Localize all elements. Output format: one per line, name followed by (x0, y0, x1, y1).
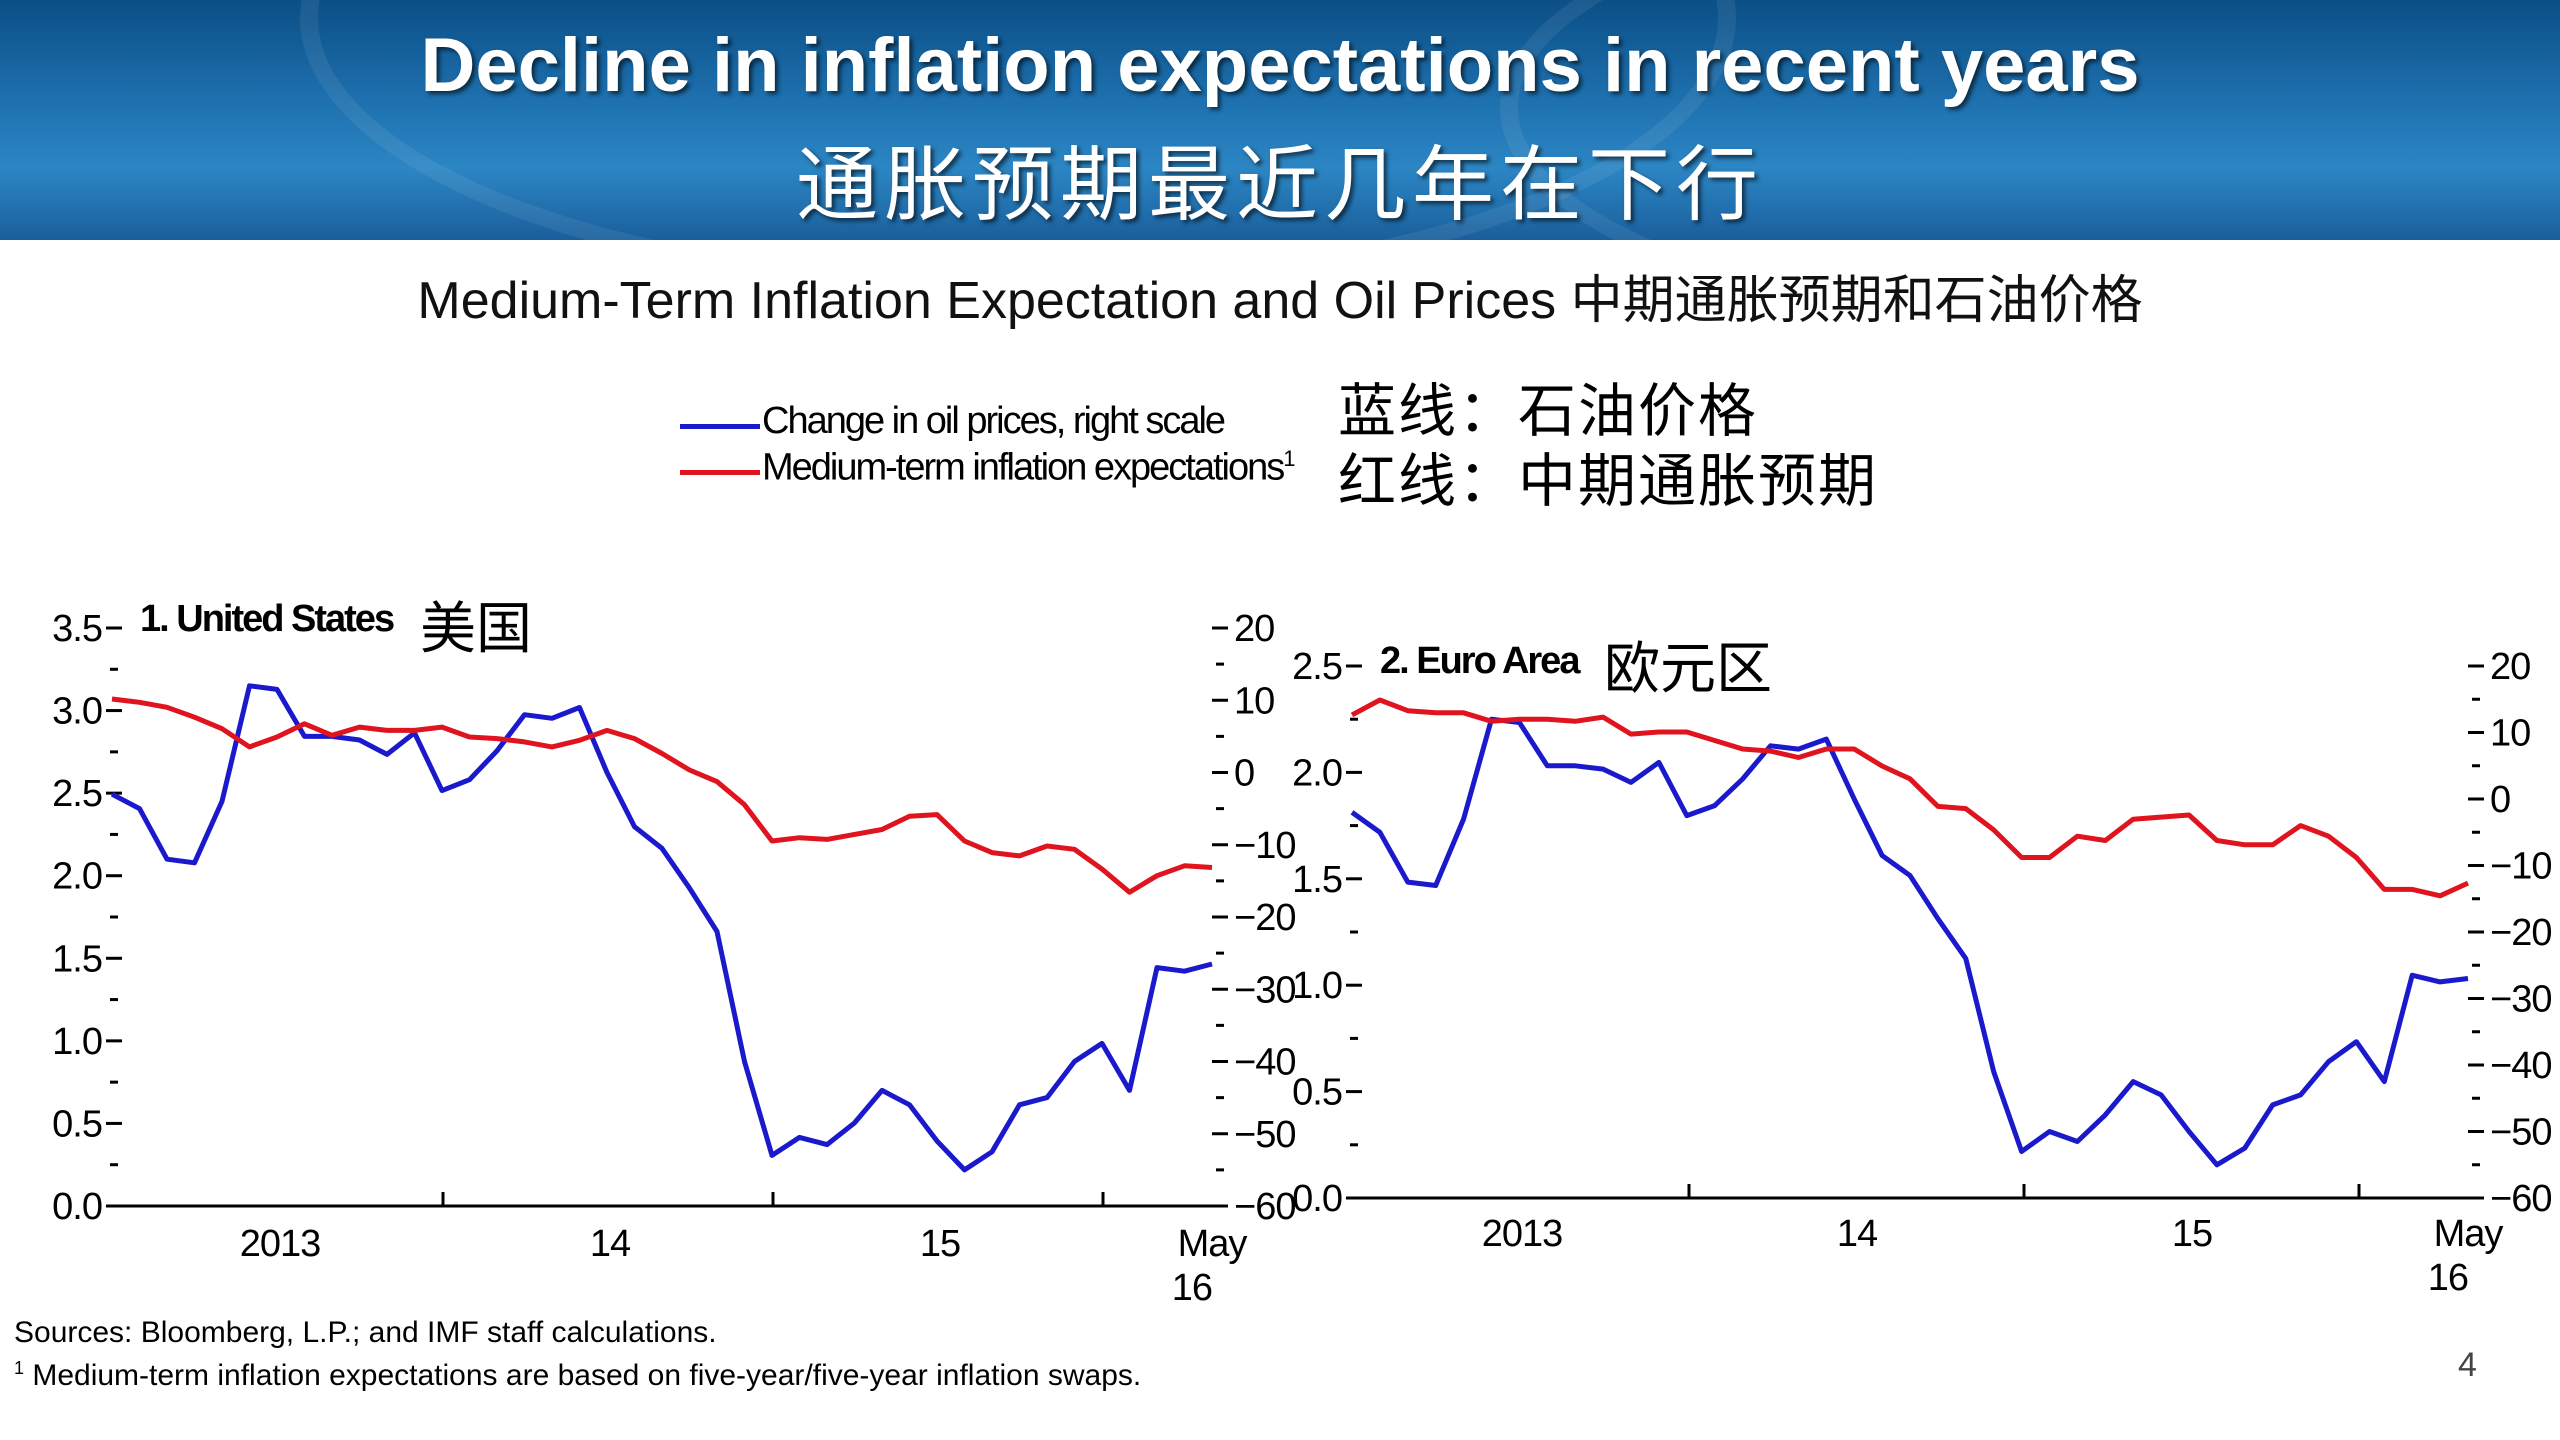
series-line-inflation (1350, 697, 2470, 899)
right-axis-tick-label: 0 (1234, 753, 1254, 795)
x-axis-label: 15 (920, 1223, 960, 1265)
x-axis-label: 14 (590, 1223, 631, 1265)
panel-title-euro-chinese: 欧元区 (1604, 637, 1772, 702)
x-axis-label: May (1178, 1223, 1248, 1265)
right-axis-tick-label: 20 (1234, 608, 1274, 650)
left-axis-tick-label: 0.5 (52, 1103, 102, 1145)
legend-swatch-inflation (680, 470, 760, 475)
legend-label-inflation: Medium-term inflation expectations1 (762, 446, 1296, 489)
right-axis-tick-label: 20 (2490, 646, 2530, 688)
legend-label-oil: Change in oil prices, right scale (762, 400, 1226, 442)
right-axis-tick-label: 10 (2490, 713, 2530, 755)
right-axis-tick-label: −30 (1234, 969, 1295, 1011)
right-axis-tick-label: −60 (2490, 1178, 2551, 1220)
right-axis-tick-label: −10 (1234, 825, 1295, 867)
right-axis-tick-label: −40 (1234, 1042, 1295, 1084)
page-number: 4 (2458, 1346, 2477, 1384)
right-axis-tick-label: −40 (2490, 1045, 2551, 1087)
legend-swatch-oil (680, 424, 760, 429)
left-axis-tick-label: 0.0 (1292, 1178, 1342, 1220)
left-axis-tick-label: 2.0 (52, 856, 102, 898)
right-axis-tick-label: 10 (1234, 680, 1274, 722)
header-banner: Decline in inflation expectations in rec… (0, 0, 2560, 240)
panel-title-us-chinese: 美国 (420, 597, 532, 662)
series-line-oil (110, 683, 1213, 1173)
series-line-inflation (111, 696, 1213, 895)
note-red-line: 红线：中期通胀预期 (1338, 447, 1879, 515)
x-axis-label: 2013 (240, 1223, 321, 1265)
x-axis-label: 15 (2172, 1213, 2212, 1255)
left-axis-tick-label: 2.0 (1292, 752, 1342, 794)
panel-title-us: 1. United States (140, 598, 395, 640)
right-axis-tick-label: −50 (2490, 1112, 2551, 1154)
left-axis-tick-label: 2.5 (52, 773, 102, 815)
right-axis-tick-label: −30 (2490, 979, 2551, 1021)
x-axis-label: 16 (2428, 1257, 2468, 1299)
right-axis-tick-label: −50 (1234, 1114, 1295, 1156)
left-axis-tick-label: 1.0 (1292, 965, 1342, 1007)
left-axis-tick-label: 3.5 (52, 608, 102, 650)
x-axis-label: May (2434, 1213, 2504, 1255)
left-axis-tick-label: 0.0 (52, 1186, 102, 1228)
panel-title-euro: 2. Euro Area (1380, 640, 1580, 682)
right-axis-tick-label: −10 (2490, 846, 2551, 888)
left-axis-tick-label: 2.5 (1292, 646, 1342, 688)
right-axis-tick-label: −20 (2490, 912, 2551, 954)
page-title-chinese: 通胀预期最近几年在下行 (795, 138, 1764, 233)
page-title: Decline in inflation expectations in rec… (420, 23, 2140, 108)
right-axis-tick-label: 0 (2490, 779, 2510, 821)
footnote: 1 Medium-term inflation expectations are… (14, 1358, 1142, 1392)
left-axis-tick-label: 0.5 (1292, 1072, 1342, 1114)
left-axis-tick-label: 1.0 (52, 1021, 102, 1063)
x-axis-label: 2013 (1482, 1213, 1563, 1255)
sources-note: Sources: Bloomberg, L.P.; and IMF staff … (14, 1316, 717, 1349)
right-axis-tick-label: −20 (1234, 897, 1295, 939)
series-line-oil (1350, 716, 2469, 1168)
left-axis-tick-label: 3.0 (52, 691, 102, 733)
note-blue-line: 蓝线：石油价格 (1338, 377, 1759, 445)
left-axis-tick-label: 1.5 (1292, 859, 1342, 901)
left-axis-tick-label: 1.5 (52, 938, 102, 980)
x-axis-label: 16 (1172, 1267, 1212, 1309)
x-axis-label: 14 (1837, 1213, 1878, 1255)
right-axis-tick-label: −60 (1234, 1186, 1295, 1228)
chart-subtitle: Medium-Term Inflation Expectation and Oi… (417, 272, 2143, 330)
